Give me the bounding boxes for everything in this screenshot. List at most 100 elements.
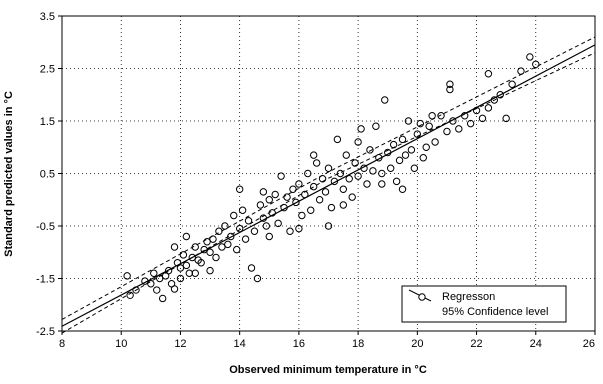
data-point [271,190,279,199]
data-point [401,151,410,159]
data-point [375,154,383,162]
data-point [345,175,353,183]
data-point [330,177,339,186]
data-point [446,80,454,88]
data-point [283,193,291,201]
data-point [363,180,371,188]
data-point [461,112,469,120]
data-point [191,269,199,277]
data-point [348,193,356,201]
data-point [147,280,155,288]
data-point [126,291,134,299]
data-point [224,240,232,249]
data-point [176,274,185,283]
x-tick-label: 14 [234,338,246,350]
data-point [307,206,315,214]
legend-point-swatch [418,293,426,301]
y-tick-label: -1.5 [36,274,55,286]
y-tick-label: 1.5 [40,116,55,128]
data-point [259,188,268,196]
data-point [413,130,422,138]
data-point [484,104,493,112]
data-point [354,172,362,180]
data-point [221,222,229,230]
data-point [244,217,253,225]
data-point [416,119,424,128]
data-point [443,127,451,136]
y-tick-label: 2.5 [40,64,55,76]
data-point [472,106,481,115]
data-point [262,222,271,230]
data-point [238,206,247,214]
data-point [295,180,303,188]
data-point [179,251,188,259]
data-point [517,67,525,75]
data-point [455,125,463,133]
x-tick-label: 12 [174,338,186,350]
data-point [286,227,294,235]
data-point [191,243,199,251]
data-point [321,188,330,196]
data-point [384,148,392,157]
data-point [466,119,475,128]
regression-layer [61,44,596,327]
data-point [265,196,273,204]
data-point [304,169,312,178]
data-point [200,245,208,254]
data-point [123,272,131,280]
data-point [289,185,297,193]
data-point [484,70,493,78]
data-point [176,264,185,272]
data-point [280,203,288,212]
data-point [398,185,407,193]
data-point [392,177,401,186]
data-point [404,117,413,125]
x-tick-label: 22 [470,338,482,350]
data-point [241,235,250,243]
data-point [437,112,445,120]
data-point [449,117,457,125]
data-point [292,198,300,207]
data-point [170,243,179,251]
data-point [215,227,223,235]
data-point [339,185,348,193]
data-point [333,135,342,144]
data-point [508,80,516,88]
data-point [212,253,220,262]
data-point [422,143,430,151]
data-point [253,274,262,283]
data-point [532,60,540,69]
data-point [277,172,285,180]
data-point [274,219,282,228]
data-point [378,169,386,178]
data-point [132,286,140,294]
x-tick-label: 10 [115,338,127,350]
data-point [354,138,362,146]
data-point [327,203,336,212]
data-point [478,114,487,123]
data-point [203,238,211,246]
x-tick-label: 24 [530,338,542,350]
data-point [235,224,244,233]
legend-box [401,285,567,323]
data-point [378,180,386,188]
regression-line [61,44,596,327]
data-point [419,154,427,162]
data-point [386,164,395,172]
data-point [351,159,359,167]
legend: Regresson 95% Confidence level [401,285,567,323]
x-axis-title: Observed minimum temperature in °C [229,364,427,376]
data-point [381,96,389,104]
data-point [250,227,259,235]
data-point [342,151,350,159]
data-point [182,232,191,241]
y-tick-label: 3.5 [40,11,55,23]
y-tick-label: 0.5 [40,169,55,181]
data-point [233,245,241,254]
data-point [318,175,327,183]
data-point [407,146,416,154]
data-point [431,138,439,146]
data-point [446,85,454,94]
data-point [389,140,398,149]
y-axis-title: Standard predicted values in °C [3,91,15,257]
